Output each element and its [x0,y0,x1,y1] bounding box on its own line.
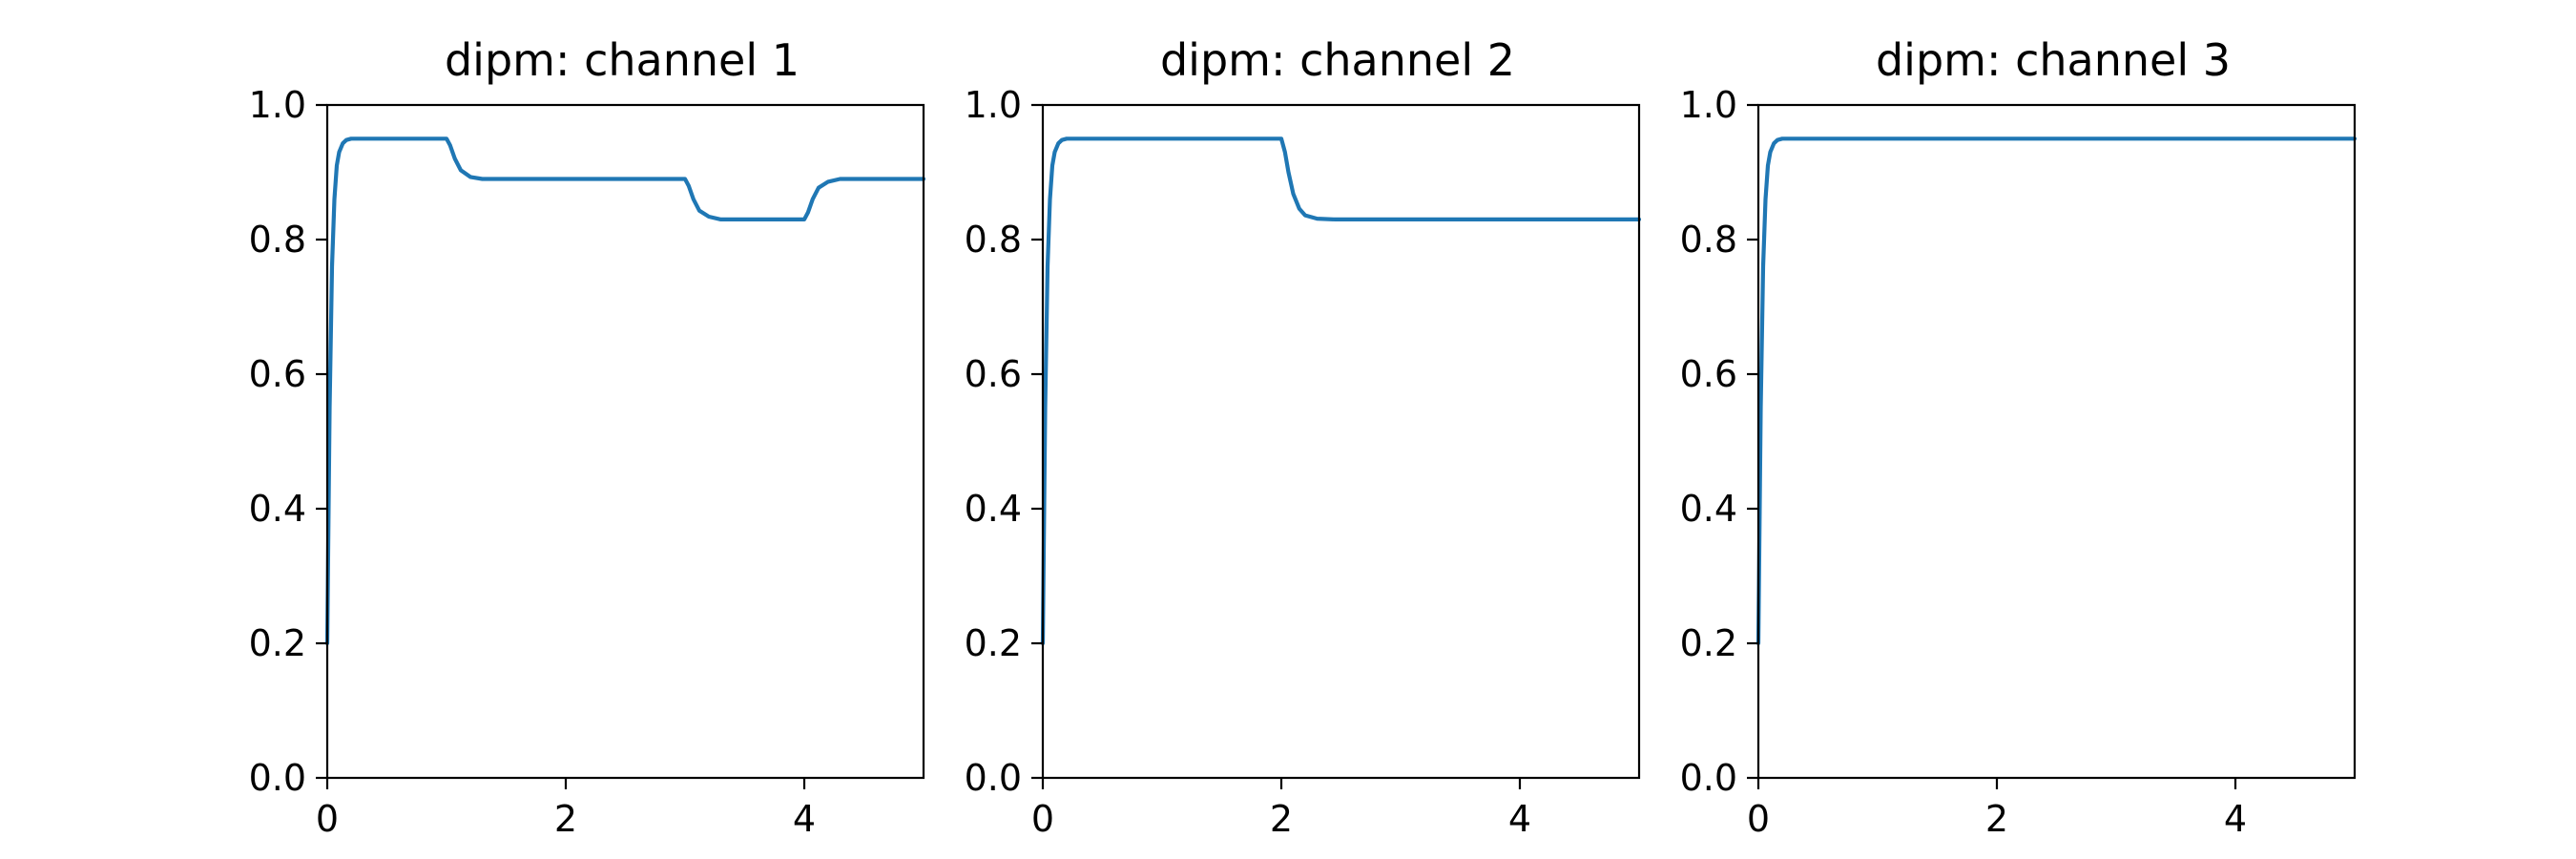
y-tick-label: 0.0 [965,757,1022,799]
y-tick-label: 0.4 [1680,488,1737,530]
x-tick-label: 4 [2224,798,2247,840]
series-line-1 [324,136,926,646]
y-tick-label: 0.2 [249,622,306,664]
series-line-1 [1755,136,2358,646]
y-tick-label: 1.0 [1680,84,1737,126]
y-tick-label: 0.2 [965,622,1022,664]
chart-title: dipm: channel 1 [445,34,800,86]
chart-panel-channel-2: dipm: channel 2 0 2 4 0.0 0.2 0.4 0.6 0.8 1.0 [965,34,1642,840]
x-tick-label: 2 [554,798,577,840]
x-tick-label: 2 [1985,798,2008,840]
axes-frame [1756,103,2357,780]
series-line-1 [1040,136,1642,646]
x-tick-label: 0 [1031,798,1054,840]
x-tick-label: 0 [1747,798,1770,840]
y-tick-label: 0.0 [1680,757,1737,799]
chart-title: dipm: channel 2 [1160,34,1515,86]
y-tick-label: 0.6 [1680,353,1737,395]
y-tick-label: 0.6 [249,353,306,395]
y-tick-label: 0.8 [965,219,1022,261]
y-tick-label: 1.0 [249,84,306,126]
y-tick-label: 0.4 [965,488,1022,530]
chart-panel-channel-1: dipm: channel 1 0 2 4 0.0 0.2 0.4 0.6 0.8 1.0 [249,34,926,840]
x-tick-label: 4 [793,798,816,840]
y-tick-label: 0.4 [249,488,306,530]
chart-panel-channel-3: dipm: channel 3 0 2 4 0.0 0.2 0.4 0.6 0.8 1.0 [1680,34,2358,840]
x-tick-label: 0 [316,798,339,840]
y-tick-label: 0.0 [249,757,306,799]
y-tick-label: 1.0 [965,84,1022,126]
y-tick-label: 0.8 [249,219,306,261]
y-tick-label: 0.8 [1680,219,1737,261]
axes-frame [1041,103,1641,780]
x-tick-label: 4 [1508,798,1531,840]
y-tick-label: 0.2 [1680,622,1737,664]
x-tick-label: 2 [1270,798,1293,840]
y-tick-label: 0.6 [965,353,1022,395]
chart-title: dipm: channel 3 [1876,34,2231,86]
axes-frame [325,103,925,780]
